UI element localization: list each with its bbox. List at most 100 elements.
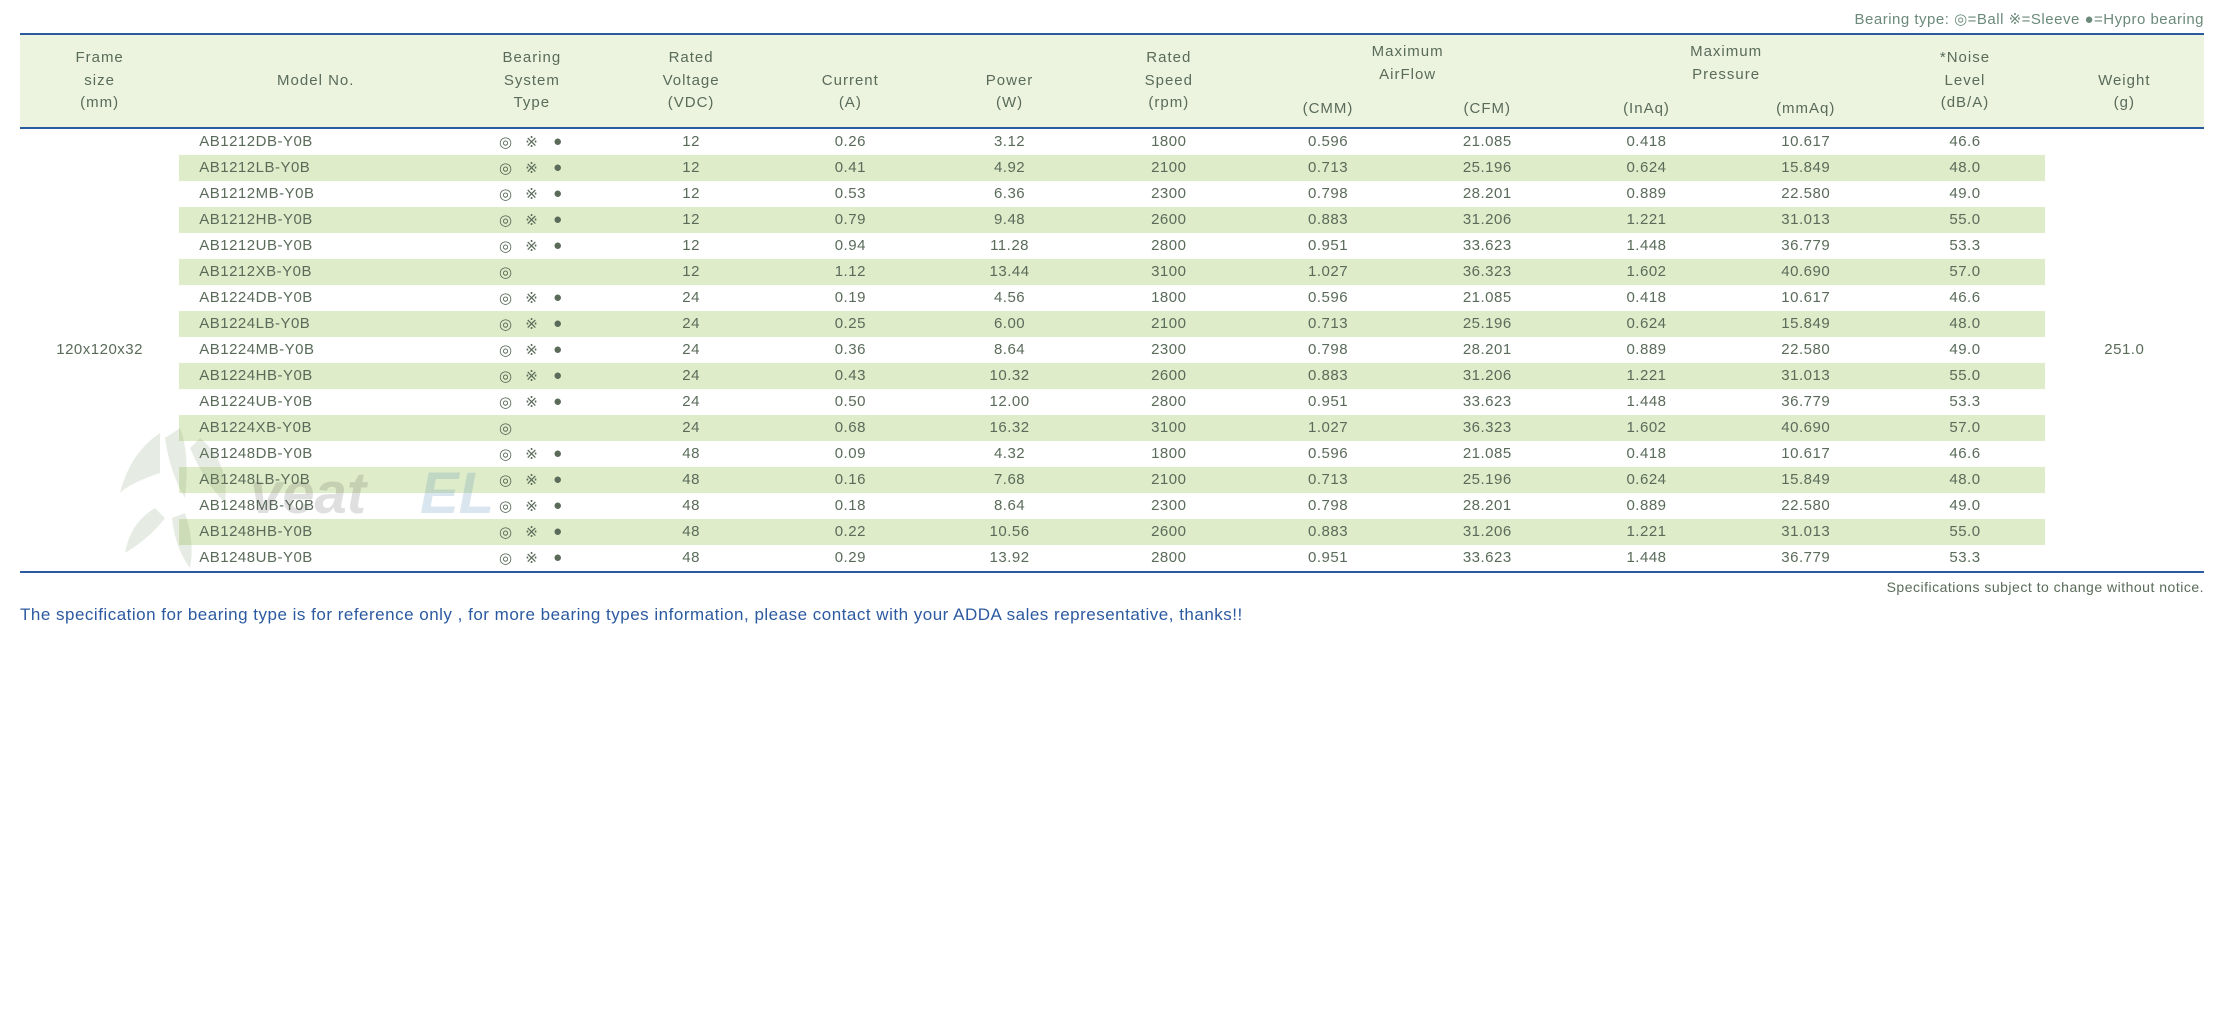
- cell-model: AB1224DB-Y0B: [179, 285, 452, 311]
- hypro-icon: ●: [550, 549, 566, 566]
- cell-cfm: 33.623: [1408, 545, 1567, 572]
- cell-speed: 2100: [1089, 155, 1248, 181]
- table-row: AB1224XB-Y0B ◎ 240.6816.3231001.02736.32…: [20, 415, 2204, 441]
- ball-icon: ◎: [498, 159, 514, 177]
- cell-noise: 57.0: [1885, 259, 2044, 285]
- hypro-icon: ●: [550, 367, 566, 384]
- cell-model: AB1224XB-Y0B: [179, 415, 452, 441]
- bearing-legend: Bearing type: ◎=Ball ※=Sleeve ●=Hypro be…: [20, 10, 2204, 28]
- cell-cfm: 21.085: [1408, 285, 1567, 311]
- cell-cmm: 0.951: [1248, 233, 1407, 259]
- cell-mmaq: 15.849: [1726, 467, 1885, 493]
- th-speed: Rated Speed (rpm): [1089, 34, 1248, 128]
- cell-speed: 2300: [1089, 337, 1248, 363]
- hypro-icon: ●: [550, 211, 566, 228]
- cell-noise: 55.0: [1885, 519, 2044, 545]
- cell-model: AB1212HB-Y0B: [179, 207, 452, 233]
- th-weight: Weight (g): [2045, 34, 2204, 128]
- cell-mmaq: 22.580: [1726, 181, 1885, 207]
- th-weight-l2: (g): [2114, 94, 2135, 111]
- cell-mmaq: 36.779: [1726, 389, 1885, 415]
- cell-model: AB1248DB-Y0B: [179, 441, 452, 467]
- th-speed-l2: (rpm): [1148, 94, 1189, 111]
- cell-speed: 3100: [1089, 415, 1248, 441]
- ball-icon: ◎: [498, 341, 514, 359]
- cell-voltage: 24: [611, 337, 770, 363]
- th-noise-l1: Level: [1945, 72, 1986, 89]
- cell-power: 13.92: [930, 545, 1089, 572]
- cell-noise: 48.0: [1885, 467, 2044, 493]
- cell-current: 0.43: [771, 363, 930, 389]
- th-inaq: (InAq): [1567, 92, 1726, 128]
- th-pressure-l0: Maximum: [1690, 43, 1762, 60]
- table-row: AB1212XB-Y0B ◎ 121.1213.4431001.02736.32…: [20, 259, 2204, 285]
- cell-cmm: 0.883: [1248, 519, 1407, 545]
- cell-power: 4.92: [930, 155, 1089, 181]
- cell-bearing: ◎ ※ ●: [452, 519, 611, 545]
- th-cmm: (CMM): [1248, 92, 1407, 128]
- cell-noise: 57.0: [1885, 415, 2044, 441]
- cell-voltage: 12: [611, 181, 770, 207]
- th-power-l2: (W): [996, 94, 1023, 111]
- th-power: Power (W): [930, 34, 1089, 128]
- cell-mmaq: 15.849: [1726, 155, 1885, 181]
- cell-noise: 53.3: [1885, 233, 2044, 259]
- cell-cmm: 0.951: [1248, 389, 1407, 415]
- cell-voltage: 24: [611, 311, 770, 337]
- cell-speed: 2100: [1089, 467, 1248, 493]
- cell-cmm: 0.798: [1248, 337, 1407, 363]
- cell-bearing: ◎ ※ ●: [452, 441, 611, 467]
- cell-cfm: 33.623: [1408, 233, 1567, 259]
- table-row: AB1248LB-Y0B ◎ ※ ● 480.167.6821000.71325…: [20, 467, 2204, 493]
- cell-model: AB1212MB-Y0B: [179, 181, 452, 207]
- cell-cfm: 21.085: [1408, 441, 1567, 467]
- hypro-icon: ●: [550, 185, 566, 202]
- cell-voltage: 12: [611, 259, 770, 285]
- cell-mmaq: 31.013: [1726, 363, 1885, 389]
- cell-speed: 2100: [1089, 311, 1248, 337]
- cell-cmm: 1.027: [1248, 259, 1407, 285]
- sleeve-icon: ※: [524, 133, 540, 151]
- cell-speed: 1800: [1089, 128, 1248, 155]
- cell-inaq: 0.624: [1567, 311, 1726, 337]
- cell-inaq: 1.602: [1567, 259, 1726, 285]
- cell-current: 0.18: [771, 493, 930, 519]
- cell-speed: 2800: [1089, 389, 1248, 415]
- cell-current: 0.50: [771, 389, 930, 415]
- th-cfm: (CFM): [1408, 92, 1567, 128]
- cell-noise: 55.0: [1885, 363, 2044, 389]
- cell-bearing: ◎: [452, 259, 611, 285]
- cell-noise: 55.0: [1885, 207, 2044, 233]
- cell-power: 10.56: [930, 519, 1089, 545]
- cell-model: AB1224HB-Y0B: [179, 363, 452, 389]
- cell-inaq: 1.448: [1567, 389, 1726, 415]
- sleeve-icon: ※: [524, 549, 540, 567]
- cell-voltage: 12: [611, 128, 770, 155]
- th-bearing-l2: Type: [514, 94, 551, 111]
- cell-mmaq: 40.690: [1726, 259, 1885, 285]
- cell-inaq: 1.448: [1567, 545, 1726, 572]
- cell-current: 0.19: [771, 285, 930, 311]
- cell-power: 4.32: [930, 441, 1089, 467]
- cell-speed: 2800: [1089, 545, 1248, 572]
- hypro-icon: ●: [550, 445, 566, 462]
- table-header: Frame size (mm) Model No. Bearing System…: [20, 34, 2204, 128]
- sleeve-icon: ※: [524, 523, 540, 541]
- sleeve-icon: ※: [524, 471, 540, 489]
- cell-model: AB1248UB-Y0B: [179, 545, 452, 572]
- cell-inaq: 1.602: [1567, 415, 1726, 441]
- cell-cfm: 25.196: [1408, 467, 1567, 493]
- ball-icon: ◎: [498, 133, 514, 151]
- table-row: AB1248HB-Y0B ◎ ※ ● 480.2210.5626000.8833…: [20, 519, 2204, 545]
- sleeve-icon: ※: [524, 315, 540, 333]
- ball-icon: ◎: [498, 523, 514, 541]
- th-noise-l0: *Noise: [1940, 49, 1990, 66]
- cell-current: 0.09: [771, 441, 930, 467]
- ball-icon: ◎: [498, 315, 514, 333]
- cell-speed: 1800: [1089, 285, 1248, 311]
- ball-icon: ◎: [498, 471, 514, 489]
- ball-icon: ◎: [498, 211, 514, 229]
- cell-cmm: 0.798: [1248, 493, 1407, 519]
- cell-mmaq: 31.013: [1726, 207, 1885, 233]
- cell-cmm: 0.713: [1248, 467, 1407, 493]
